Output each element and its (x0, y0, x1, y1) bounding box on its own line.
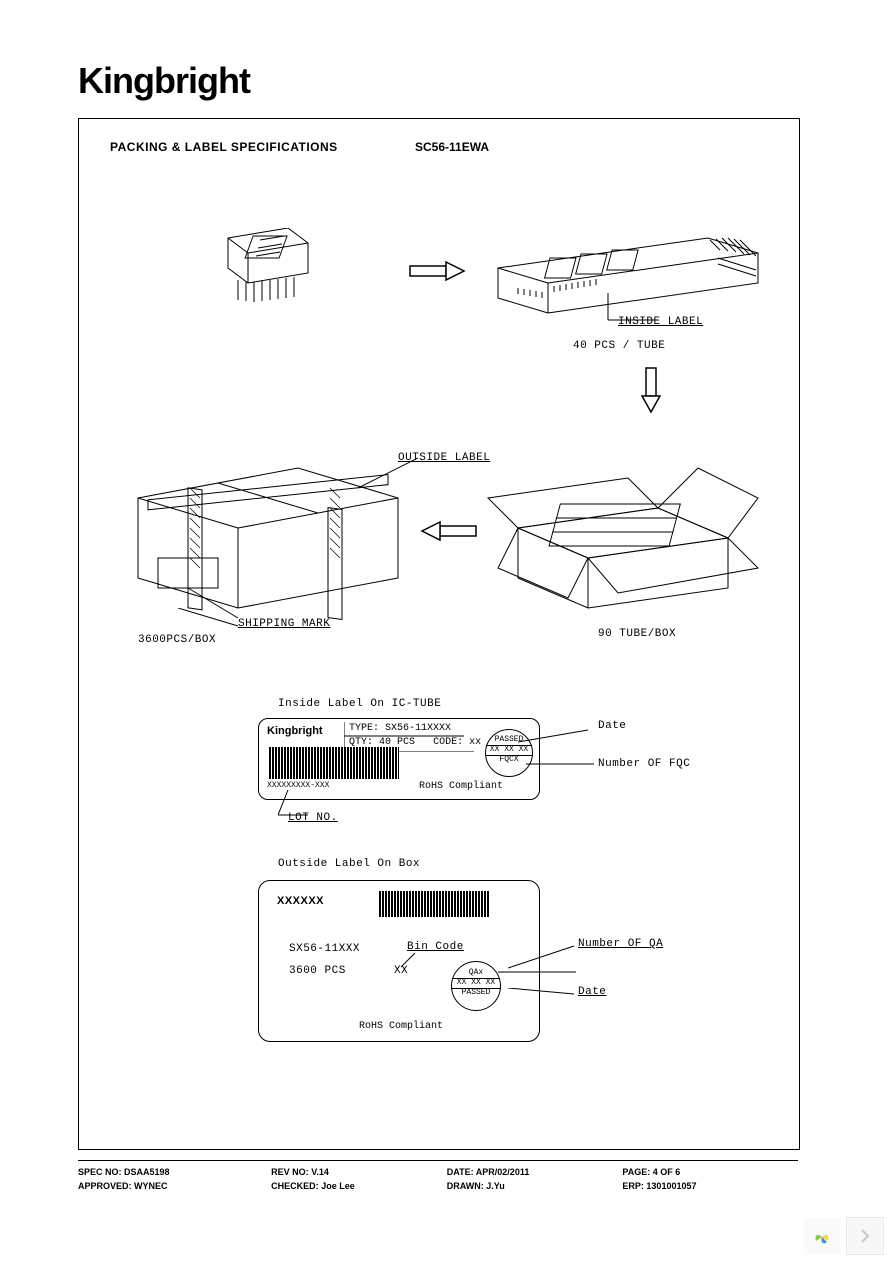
leader-line (508, 988, 578, 1000)
inside-label-box: Kingbright TYPE: SX56-11XXXX QTY: 40 PCS… (258, 718, 540, 800)
leader-line (518, 728, 598, 748)
leader-line (526, 758, 596, 773)
outside-label-title: Outside Label On Box (278, 858, 420, 870)
brand-logo: Kingbright (78, 60, 250, 102)
footer: SPEC NO: DSAA5198 REV NO: V.14 DATE: APR… (78, 1160, 798, 1191)
qa-stamp: QAx XX XX XX PASSED (451, 961, 501, 1011)
next-page-button[interactable] (846, 1217, 884, 1255)
rohs-text: RoHS Compliant (419, 781, 503, 792)
pcs-per-tube: 40 PCS / TUBE (573, 340, 665, 352)
checked: CHECKED: Joe Lee (271, 1181, 447, 1191)
lot-placeholder: XXXXXXXXX-XXX (267, 781, 329, 790)
bin-code-label: Bin Code (407, 941, 464, 953)
closed-box-drawing (118, 448, 418, 638)
rohs-text: RoHS Compliant (359, 1021, 443, 1032)
leader-line (508, 940, 578, 970)
cust-placeholder: XXXXXX (277, 895, 324, 907)
rev-no: REV NO: V.14 (271, 1167, 447, 1177)
outside-label-box: XXXXXX SX56-11XXX 3600 PCS XX Bin Code R… (258, 880, 540, 1042)
leader-line (178, 608, 258, 638)
viewer-logo-icon (804, 1219, 840, 1255)
approved: APPROVED: WYNEC (78, 1181, 271, 1191)
outside-label-callout: OUTSIDE LABEL (398, 452, 490, 464)
barcode-icon (269, 747, 399, 779)
inside-label-title: Inside Label On IC-TUBE (278, 698, 441, 710)
component-drawing (208, 228, 328, 318)
arrow-icon (408, 258, 468, 284)
stamp-top: QAx (452, 969, 500, 978)
inside-label-callout: INSIDE LABEL (618, 316, 703, 328)
barcode-icon (379, 891, 489, 917)
footer-page: PAGE: 4 OF 6 (622, 1167, 798, 1177)
page: Kingbright PACKING & LABEL SPECIFICATION… (0, 0, 892, 1263)
stamp-bot: PASSED (452, 989, 500, 998)
callout-qa: Number OF QA (578, 938, 663, 950)
outside-qty: 3600 PCS (289, 965, 346, 977)
footer-date: DATE: APR/02/2011 (447, 1167, 623, 1177)
callout-date: Date (578, 986, 606, 998)
inside-label-brand: Kingbright (267, 725, 323, 737)
open-box-drawing (478, 438, 768, 628)
diagram-area: INSIDE LABEL 40 PCS / TUBE (78, 118, 798, 1148)
outside-part: SX56-11XXX (289, 943, 360, 955)
arrow-icon (638, 366, 664, 416)
callout-lot: LOT NO. (288, 812, 338, 824)
erp: ERP: 1301001057 (622, 1181, 798, 1191)
callout-date: Date (598, 720, 626, 732)
arrow-icon (418, 518, 478, 544)
spec-no: SPEC NO: DSAA5198 (78, 1167, 271, 1177)
leader-line (399, 953, 419, 969)
chevron-right-icon (860, 1228, 870, 1244)
tube-per-box: 90 TUBE/BOX (598, 628, 676, 640)
callout-fqc: Number OF FQC (598, 758, 690, 770)
drawn: DRAWN: J.Yu (447, 1181, 623, 1191)
stamp-mid: XX XX XX (452, 978, 500, 989)
